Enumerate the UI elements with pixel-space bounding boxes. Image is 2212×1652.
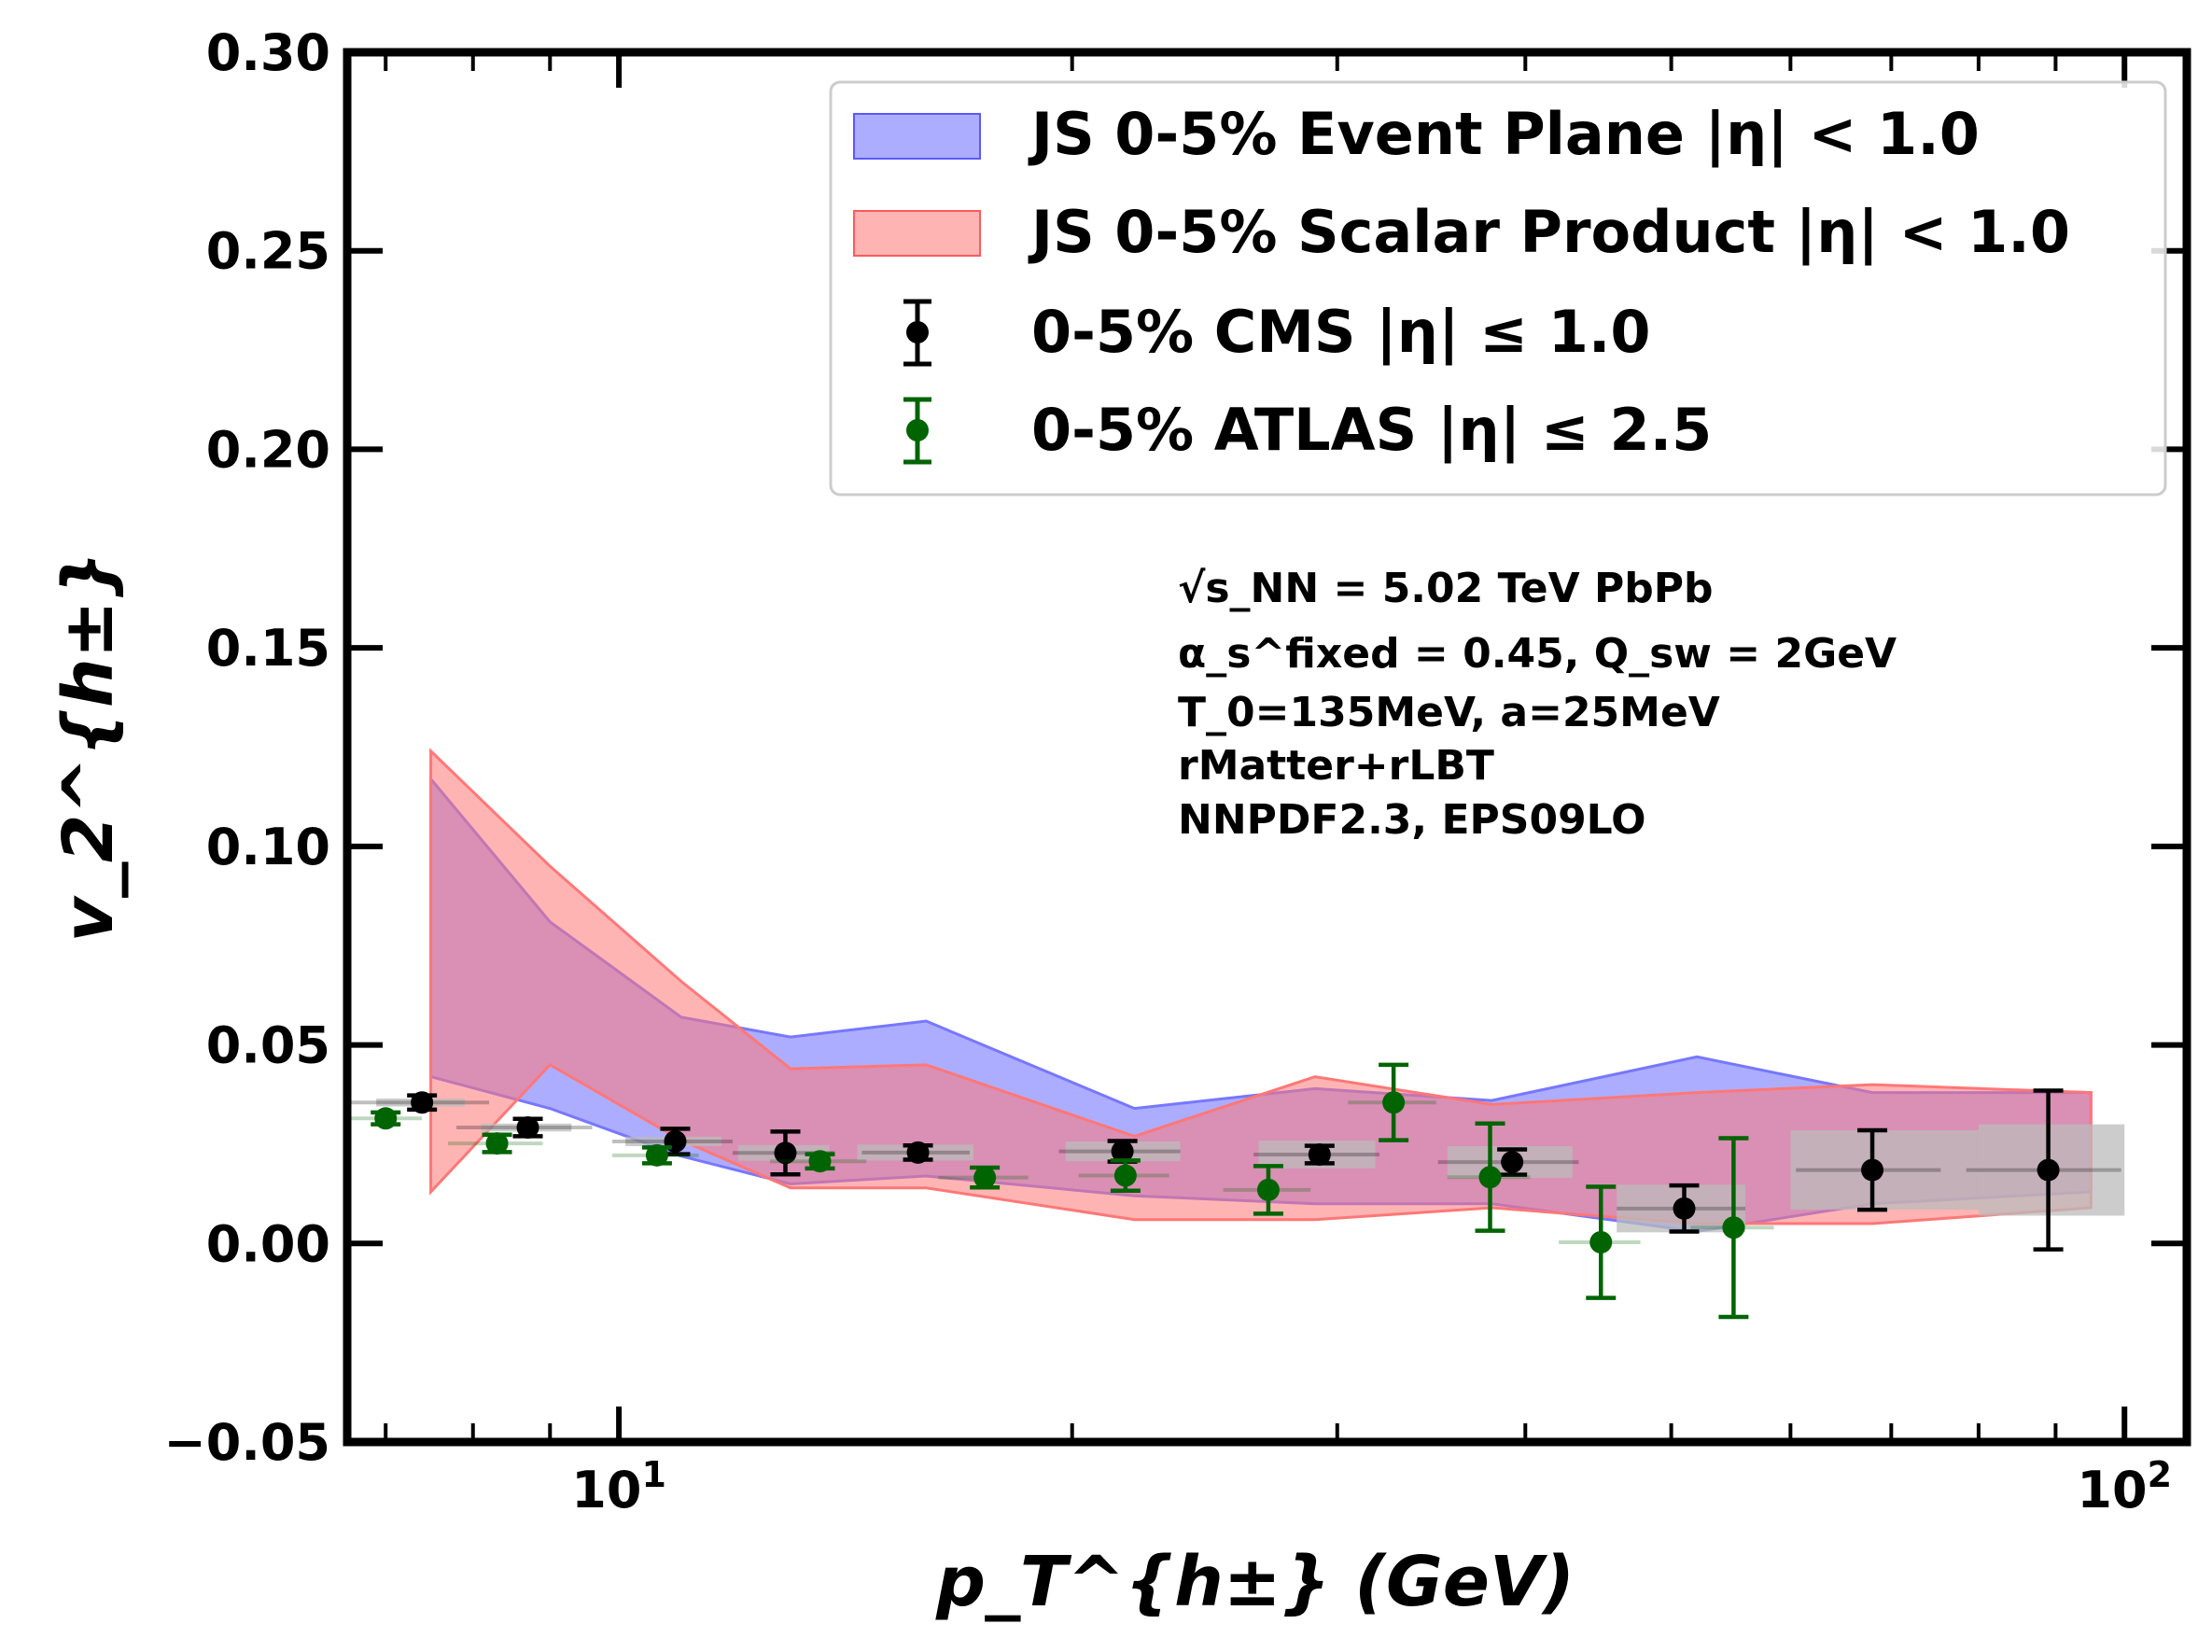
annotation-line-5: NNPDF2.3, EPS09LO (1178, 796, 1646, 844)
atlas-point (347, 1107, 423, 1130)
cms-marker (1111, 1140, 1134, 1163)
legend: JS 0-5% Event Plane |η| < 1.0 JS 0-5% Sc… (829, 80, 2167, 497)
cms-point (1253, 1142, 1379, 1166)
legend-label-cms: 0-5% CMS |η| ≤ 1.0 (1031, 298, 1651, 367)
annotation-line-3: T_0=135MeV, a=25MeV (1178, 689, 1720, 736)
atlas-point (938, 1165, 1029, 1190)
y-tick-label: −0.05 (164, 1413, 330, 1472)
cms-marker (1861, 1158, 1884, 1182)
annotation-line-4: rMatter+rLBT (1178, 742, 1494, 790)
atlas-marker (1722, 1216, 1745, 1239)
axis-ticks: 0.30 0.25 0.20 0.15 0.10 0.05 0.00 −0.05 101 102 (164, 23, 2187, 1519)
y-axis-title: v_2^{h±} (49, 552, 129, 943)
cms-marker (906, 1141, 930, 1164)
cms-point (1966, 1088, 2121, 1252)
y-tick-label: 0.10 (206, 818, 330, 876)
legend-label-event-plane: JS 0-5% Event Plane |η| < 1.0 (1028, 100, 1980, 169)
cms-marker (1501, 1151, 1524, 1174)
x-tick-label: 102 (2077, 1454, 2172, 1519)
cms-marker (1673, 1197, 1696, 1220)
plot-frame (343, 48, 2191, 1447)
y-tick-label: 0.30 (206, 23, 330, 82)
cms-marker (774, 1141, 797, 1165)
legend-label-atlas: 0-5% ATLAS |η| ≤ 2.5 (1031, 396, 1712, 465)
cms-point (861, 1141, 970, 1164)
atlas-marker (1256, 1178, 1280, 1201)
legend-label-scalar-product: JS 0-5% Scalar Product |η| < 1.0 (1028, 198, 2070, 267)
y-tick-label: 0.25 (206, 222, 330, 281)
atlas-marker (1478, 1166, 1502, 1189)
atlas-marker (374, 1107, 398, 1130)
x-axis-title: p_T^{h±} (GeV) (935, 1542, 1575, 1622)
atlas-point (1348, 1062, 1436, 1142)
y-tick-label: 0.00 (206, 1214, 330, 1273)
atlas-point (1559, 1184, 1641, 1300)
annotation-block: √s_NN = 5.02 TeV PbPb α_s^fixed = 0.45, … (1178, 565, 1897, 844)
atlas-marker (808, 1150, 832, 1173)
axes-frame (343, 48, 2191, 1447)
legend-box (829, 80, 2167, 497)
atlas-marker (973, 1166, 997, 1189)
cms-marker (516, 1116, 539, 1140)
cms-marker (2037, 1158, 2060, 1182)
atlas-marker (1382, 1091, 1406, 1114)
cms-point (347, 1091, 490, 1114)
annotation-line-1: √s_NN = 5.02 TeV PbPb (1178, 565, 1713, 612)
cms-point (1796, 1127, 1941, 1212)
syst-box (1790, 1130, 1979, 1211)
data-points (347, 1062, 2121, 1320)
atlas-point (1690, 1136, 1774, 1320)
legend-swatch-scalar-product (853, 210, 981, 257)
cms-marker (1308, 1142, 1331, 1166)
cms-marker (411, 1091, 434, 1114)
cms-point (1437, 1147, 1579, 1177)
y-tick-label: 0.05 (206, 1016, 330, 1075)
legend-marker-atlas (903, 397, 931, 465)
legend-swatch-event-plane (853, 113, 981, 160)
cms-point (456, 1116, 593, 1140)
atlas-point (612, 1143, 699, 1167)
y-tick-label: 0.15 (206, 619, 330, 678)
atlas-marker (1589, 1231, 1613, 1254)
atlas-point (447, 1132, 543, 1155)
y-tick-label: 0.20 (206, 420, 330, 479)
atlas-marker (645, 1143, 668, 1167)
legend-marker-cms (903, 299, 931, 367)
atlas-point (1078, 1158, 1169, 1193)
atlas-marker (485, 1132, 509, 1155)
x-tick-label: 101 (571, 1454, 666, 1519)
atlas-point (770, 1150, 867, 1173)
atlas-point (1447, 1121, 1531, 1233)
atlas-point (1223, 1164, 1311, 1216)
annotation-line-2: α_s^fixed = 0.45, Q_sw = 2GeV (1178, 630, 1897, 678)
atlas-marker (1113, 1164, 1137, 1187)
cms-point (1617, 1183, 1746, 1234)
